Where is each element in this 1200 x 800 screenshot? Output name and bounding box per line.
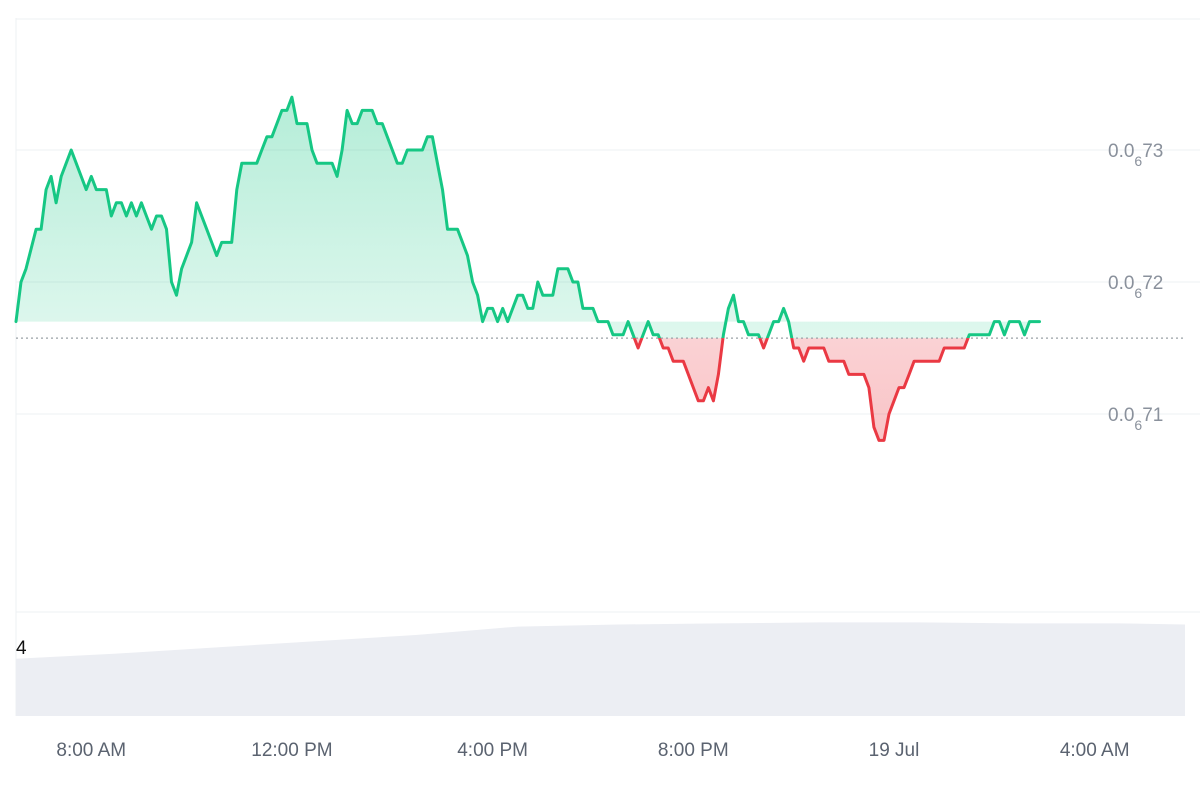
x-tick-label: 4:00 PM (457, 740, 528, 761)
x-tick-label: 12:00 PM (251, 740, 332, 761)
y-tick-prefix: 0.0 (1108, 273, 1134, 294)
y-tick-suffix: 72 (1142, 273, 1163, 294)
y-tick-label: 0.0672 (1108, 273, 1163, 301)
x-tick-label: 8:00 AM (56, 740, 126, 761)
price-line-up (14, 95, 1041, 339)
price-line-down (632, 338, 970, 442)
y-tick-subscript: 6 (1134, 153, 1142, 169)
volume-axis: 4 (16, 638, 27, 659)
y-tick-subscript: 6 (1134, 285, 1142, 301)
price-area (16, 97, 1040, 441)
x-tick-label: 8:00 PM (658, 740, 729, 761)
area-fill-down (634, 338, 969, 441)
x-tick-label: 19 Jul (869, 740, 920, 761)
x-axis-ticks: 8:00 AM 12:00 PM 4:00 PM 8:00 PM 19 Jul 4:00 … (56, 740, 1129, 761)
y-tick-label: 0.0671 (1108, 405, 1163, 433)
price-line (14, 95, 1041, 442)
volume-fill (16, 622, 1185, 716)
grid-lines (15, 18, 1200, 716)
y-tick-label: 0.0673 (1108, 141, 1163, 169)
y-tick-prefix: 0.0 (1108, 405, 1134, 426)
volume-area (16, 622, 1185, 716)
x-tick-label: 4:00 AM (1060, 740, 1130, 761)
volume-axis-label: 4 (16, 638, 27, 659)
y-tick-suffix: 71 (1142, 405, 1163, 426)
y-tick-prefix: 0.0 (1108, 141, 1134, 162)
y-tick-subscript: 6 (1134, 417, 1142, 433)
y-tick-suffix: 73 (1142, 141, 1163, 162)
area-fill-up (16, 97, 1040, 339)
